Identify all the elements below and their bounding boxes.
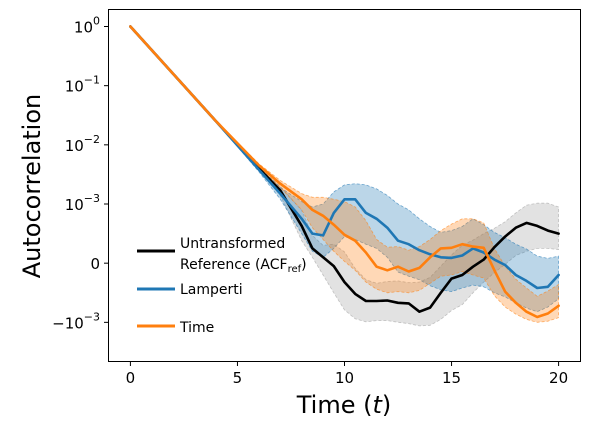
y-tick-label: 0 (90, 255, 100, 273)
y-tick-label: 10−2 (65, 133, 100, 155)
y-axis-label: Autocorrelation (18, 94, 46, 279)
band-reference (130, 26, 559, 327)
x-tick-label: 10 (335, 369, 354, 387)
x-axis-label: Time (t) (296, 391, 392, 419)
line-reference (129, 25, 560, 314)
legend: Untransformed Reference (ACFref) Lampert… (137, 236, 307, 336)
x-tick-label: 5 (233, 369, 243, 387)
y-tick-label: 10−1 (65, 74, 100, 96)
line-lamperti (129, 25, 560, 290)
legend-label-lamperti: Lamperti (180, 282, 243, 298)
x-axis-ticks: 0 5 10 15 20 (126, 361, 568, 387)
x-tick-label: 15 (442, 369, 461, 387)
y-axis-ticks: 100 10−1 10−2 10−3 0 −10−3 (52, 14, 109, 332)
legend-label-reference-line2: Reference (ACFref) (180, 257, 307, 275)
line-time (129, 25, 560, 319)
x-tick-label: 20 (549, 369, 568, 387)
series-lines (129, 25, 560, 319)
x-tick-label: 0 (126, 369, 136, 387)
y-tick-label: 10−3 (65, 192, 100, 214)
legend-label-time: Time (179, 320, 214, 336)
y-tick-label: 100 (74, 14, 100, 36)
y-tick-label: −10−3 (52, 310, 100, 332)
legend-label-reference-line1: Untransformed (180, 236, 285, 252)
